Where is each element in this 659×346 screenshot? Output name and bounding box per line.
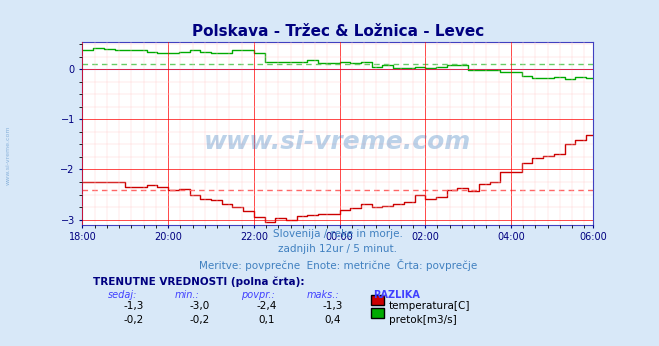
Text: 0,4: 0,4 [324, 315, 341, 325]
Text: 0,1: 0,1 [258, 315, 275, 325]
FancyBboxPatch shape [371, 308, 384, 318]
Text: Meritve: povprečne  Enote: metrične  Črta: povprečje: Meritve: povprečne Enote: metrične Črta:… [198, 259, 477, 271]
Text: -2,4: -2,4 [256, 301, 276, 311]
Text: -0,2: -0,2 [190, 315, 210, 325]
Text: TRENUTNE VREDNOSTI (polna črta):: TRENUTNE VREDNOSTI (polna črta): [92, 276, 304, 287]
Text: -1,3: -1,3 [322, 301, 343, 311]
FancyBboxPatch shape [371, 295, 384, 304]
Text: RAZLIKA: RAZLIKA [374, 290, 420, 300]
Text: Slovenija / reke in morje.: Slovenija / reke in morje. [273, 229, 403, 239]
Text: www.si-vreme.com: www.si-vreme.com [5, 126, 11, 185]
Text: maks.:: maks.: [307, 290, 340, 300]
Text: -3,0: -3,0 [190, 301, 210, 311]
Title: Polskava - Tržec & Ložnica - Levec: Polskava - Tržec & Ložnica - Levec [192, 24, 484, 39]
Text: www.si-vreme.com: www.si-vreme.com [204, 130, 471, 154]
Text: -0,2: -0,2 [123, 315, 144, 325]
Text: temperatura[C]: temperatura[C] [389, 301, 471, 311]
Text: sedaj:: sedaj: [108, 290, 137, 300]
Text: -1,3: -1,3 [123, 301, 144, 311]
Text: pretok[m3/s]: pretok[m3/s] [389, 315, 457, 325]
Text: povpr.:: povpr.: [241, 290, 274, 300]
Text: min.:: min.: [174, 290, 199, 300]
Text: zadnjih 12ur / 5 minut.: zadnjih 12ur / 5 minut. [278, 244, 397, 254]
